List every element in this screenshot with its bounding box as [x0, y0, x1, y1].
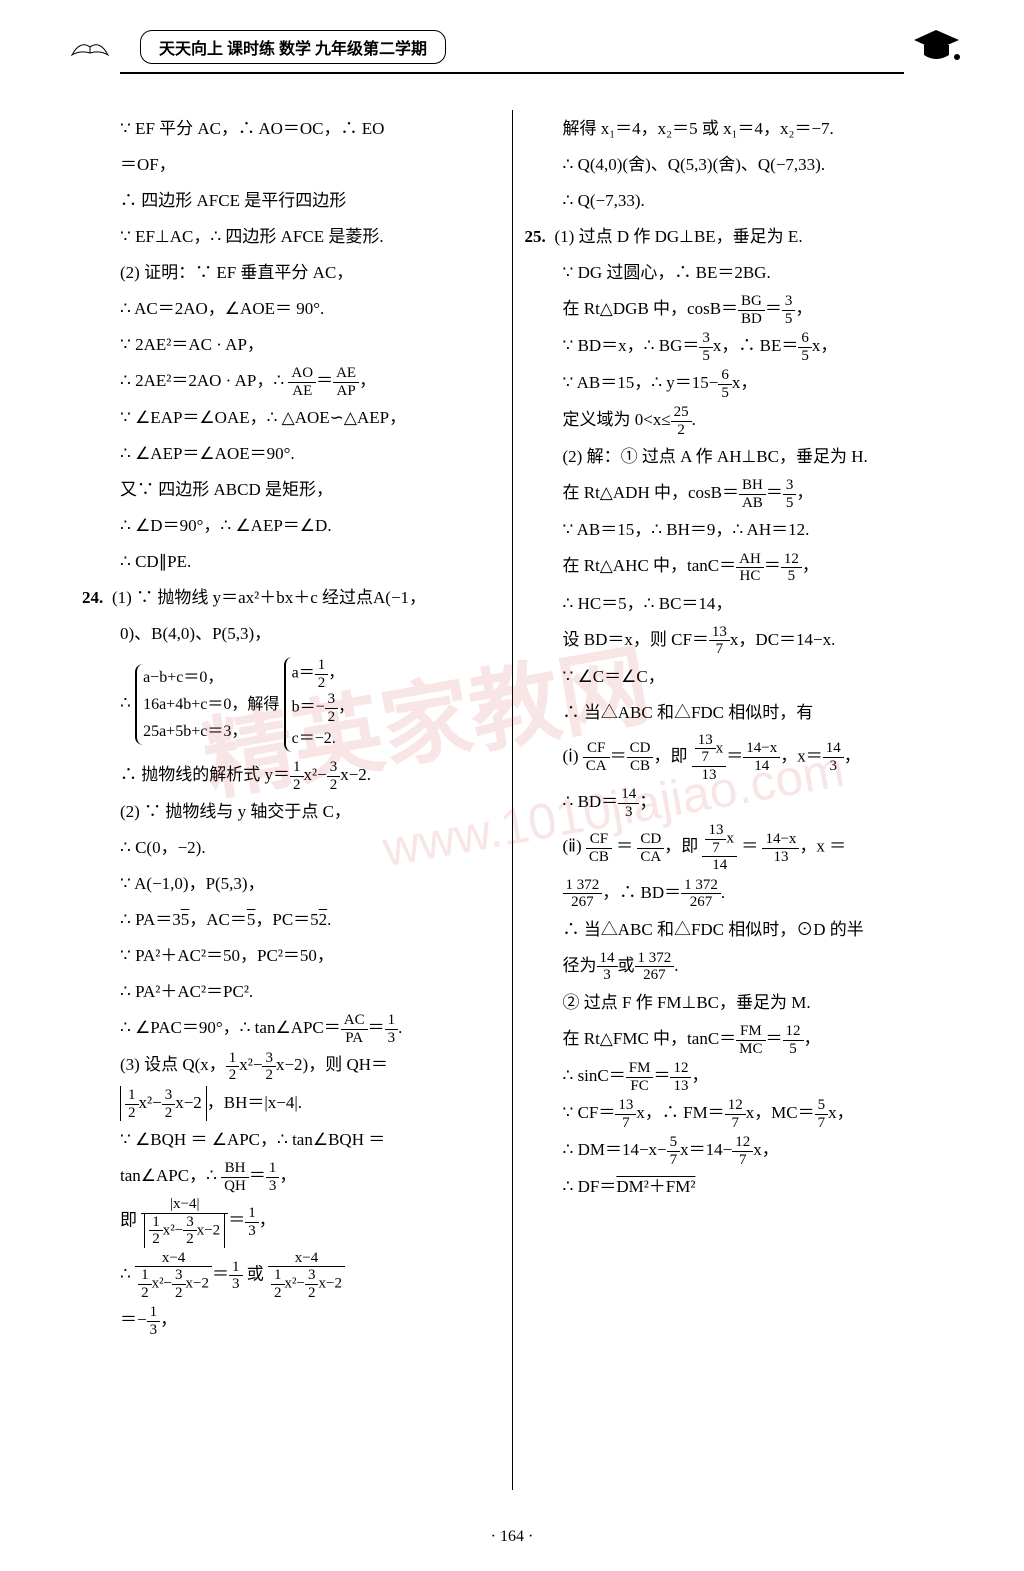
text-line: ＝−13， — [82, 1303, 500, 1338]
text-line: 径为143或1 372267. — [525, 949, 943, 984]
text-line: 在 Rt△FMC 中，tanC＝FMMC＝125， — [525, 1022, 943, 1057]
text-line: ∴ ∠D＝90°，∴ ∠AEP＝∠D. — [82, 509, 500, 543]
text-line: ∵ BD＝x，∴ BG＝35x，∴ BE＝65x， — [525, 329, 943, 364]
text-line: ∴ PA＝35，AC＝5，PC＝52. — [82, 903, 500, 937]
text-line: ∴ CD∥PE. — [82, 545, 500, 579]
content-columns: ∵ EF 平分 AC，∴ AO＝OC，∴ EO ＝OF， ∴ 四边形 AFCE … — [70, 110, 954, 1490]
text-line: ∴ AC＝2AO，∠AOE＝ 90°. — [82, 292, 500, 326]
text-line: ∴ 抛物线的解析式 y＝12x²−32x−2. — [82, 758, 500, 793]
text-line: ∴ C(0，−2). — [82, 831, 500, 865]
text-line: 在 Rt△AHC 中，tanC＝AHHC＝125， — [525, 549, 943, 584]
text-line: ∵ EF 平分 AC，∴ AO＝OC，∴ EO — [82, 112, 500, 146]
page-number: · 164 · — [0, 1528, 1024, 1546]
text-line: (2) 解：① 过点 A 作 AH⊥BC，垂足为 H. — [525, 440, 943, 474]
text-line: (ⅰ) CFCA＝CDCB，即 137x13＝14−x14，x＝143， — [525, 732, 943, 784]
question-number: 24. — [82, 581, 112, 615]
text-line: 在 Rt△ADH 中，cosB＝BHAB＝35， — [525, 476, 943, 511]
text-line: ∴ 当△ABC 和△FDC 相似时，⊙D 的半 — [525, 913, 943, 947]
text-line: ＝OF， — [82, 148, 500, 182]
graduation-cap-icon — [909, 25, 964, 65]
text-line: ∵ ∠BQH ＝ ∠APC，∴ tan∠BQH ＝ — [82, 1123, 500, 1157]
open-book-icon — [70, 35, 110, 60]
text-line: ∵ CF＝137x，∴ FM＝127x，MC＝57x， — [525, 1096, 943, 1131]
text-line: (3) 设点 Q(x，12x²−32x−2)，则 QH＝ — [82, 1048, 500, 1083]
text-line: 12x²−32x−2，BH＝|x−4|. — [82, 1086, 500, 1122]
text-line: ∴ 2AE²＝2AO · AP，∴ AOAE＝AEAP， — [82, 364, 500, 399]
text-line: (2) 证明：∵ EF 垂直平分 AC， — [82, 256, 500, 290]
text-line: ∴ ∠PAC＝90°，∴ tan∠APC＝ACPA＝13. — [82, 1011, 500, 1046]
header-title: 天天向上 课时练 数学 九年级第二学期 — [159, 41, 427, 58]
text-line: (2) ∵ 抛物线与 y 轴交于点 C， — [82, 795, 500, 829]
text-line: ∴ sinC＝FMFC＝1213， — [525, 1059, 943, 1094]
header-rule — [120, 72, 904, 74]
text-line: ∴ Q(−7,33). — [525, 184, 943, 218]
text-line: 定义域为 0<x≤252. — [525, 403, 943, 438]
text-line: 即 |x−4|12x²−32x−2＝13， — [82, 1196, 500, 1248]
text-line: 设 BD＝x，则 CF＝137x，DC＝14−x. — [525, 623, 943, 658]
title-banner: 天天向上 课时练 数学 九年级第二学期 — [140, 30, 446, 64]
text-line: ∴ 当△ABC 和△FDC 相似时，有 — [525, 696, 943, 730]
text-line: ∴ DF＝DM²＋FM² — [525, 1170, 943, 1204]
text-line: 在 Rt△DGB 中，cosB＝BGBD＝35， — [525, 292, 943, 327]
text-line: ∵ AB＝15，∴ y＝15−65x， — [525, 366, 943, 401]
left-column: ∵ EF 平分 AC，∴ AO＝OC，∴ EO ＝OF， ∴ 四边形 AFCE … — [70, 110, 512, 1490]
text-line: ∴ DM＝14−x−57x＝14−127x， — [525, 1133, 943, 1168]
page-container: 天天向上 课时练 数学 九年级第二学期 精英家教网 www.1010jiajia… — [0, 0, 1024, 1571]
equation-system: ∴ a−b+c＝0， 16a+4b+c＝0，解得 25a+5b+c＝3， a＝1… — [82, 653, 500, 756]
text-line: 0)、B(4,0)、P(5,3)， — [82, 617, 500, 651]
text-line: ∴ PA²＋AC²＝PC². — [82, 975, 500, 1009]
text-line: ∵ A(−1,0)，P(5,3)， — [82, 867, 500, 901]
text-line: 又∵ 四边形 ABCD 是矩形， — [82, 473, 500, 507]
text-line: ∵ AB＝15，∴ BH＝9，∴ AH＝12. — [525, 513, 943, 547]
q24-line: 24.(1) ∵ 抛物线 y＝ax²＋bx＋c 经过点A(−1， — [82, 581, 500, 615]
text-line: (ⅱ) CFCB ＝ CDCA，即 137x14 ＝ 14−x13，x ＝ — [525, 822, 943, 874]
text-line: ∴ Q(4,0)(舍)、Q(5,3)(舍)、Q(−7,33). — [525, 148, 943, 182]
text-line: tan∠APC，∴ BHQH＝13， — [82, 1159, 500, 1194]
text-line: ∵ 2AE²＝AC · AP， — [82, 328, 500, 362]
text-line: ∴ BD＝143； — [525, 785, 943, 820]
header: 天天向上 课时练 数学 九年级第二学期 — [70, 30, 954, 64]
q25-line: 25.(1) 过点 D 作 DG⊥BE，垂足为 E. — [525, 220, 943, 254]
text-line: ∴ HC＝5，∴ BC＝14， — [525, 587, 943, 621]
text-line: ∵ ∠C＝∠C， — [525, 660, 943, 694]
text-line: 解得 x₁＝4，x₂＝5 或 x₁＝4，x₂＝−7. — [525, 112, 943, 146]
text-line: ∵ ∠EAP＝∠OAE，∴ △AOE∽△AEP， — [82, 401, 500, 435]
text-line: ∵ DG 过圆心，∴ BE＝2BG. — [525, 256, 943, 290]
text-line: ∵ EF⊥AC，∴ 四边形 AFCE 是菱形. — [82, 220, 500, 254]
text-line: ∵ PA²＋AC²＝50，PC²＝50， — [82, 939, 500, 973]
text-line: ② 过点 F 作 FM⊥BC，垂足为 M. — [525, 986, 943, 1020]
text-line: ∴ x−412x²−32x−2＝13 或 x−412x²−32x−2 — [82, 1250, 500, 1302]
text-line: ∴ 四边形 AFCE 是平行四边形 — [82, 184, 500, 218]
text-line: ∴ ∠AEP＝∠AOE＝90°. — [82, 437, 500, 471]
question-number: 25. — [525, 220, 555, 254]
text-line: 1 372267，∴ BD＝1 372267. — [525, 876, 943, 911]
right-column: 解得 x₁＝4，x₂＝5 或 x₁＝4，x₂＝−7. ∴ Q(4,0)(舍)、Q… — [513, 110, 955, 1490]
